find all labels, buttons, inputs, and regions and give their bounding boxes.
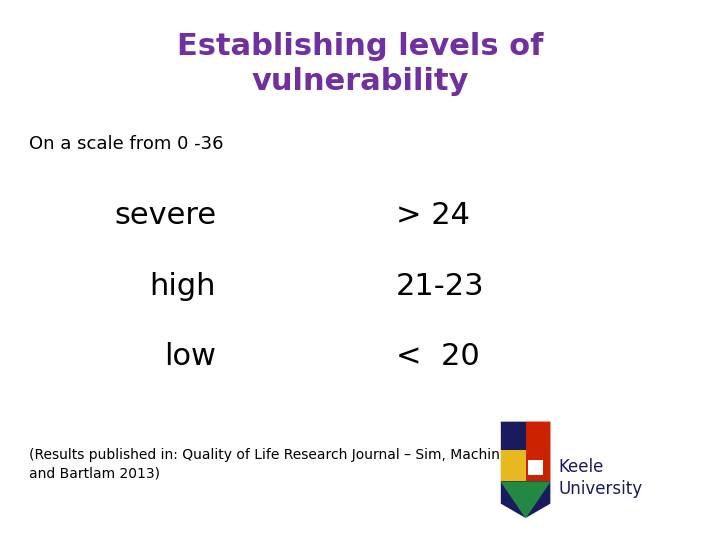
Polygon shape [526, 421, 551, 450]
Polygon shape [500, 421, 551, 518]
Text: low: low [164, 342, 216, 371]
Polygon shape [500, 450, 526, 482]
Text: 21-23: 21-23 [396, 272, 485, 301]
Text: Establishing levels of
vulnerability: Establishing levels of vulnerability [177, 32, 543, 96]
Text: (Results published in: Quality of Life Research Journal – Sim, Machin
and Bartla: (Results published in: Quality of Life R… [29, 448, 500, 481]
Polygon shape [500, 482, 551, 518]
Text: > 24: > 24 [396, 201, 470, 231]
Text: Keele
University: Keele University [558, 458, 642, 498]
Text: On a scale from 0 -36: On a scale from 0 -36 [29, 135, 223, 153]
Text: severe: severe [114, 201, 216, 231]
Polygon shape [526, 450, 551, 482]
FancyBboxPatch shape [528, 460, 544, 475]
Text: <  20: < 20 [396, 342, 480, 371]
Text: high: high [150, 272, 216, 301]
